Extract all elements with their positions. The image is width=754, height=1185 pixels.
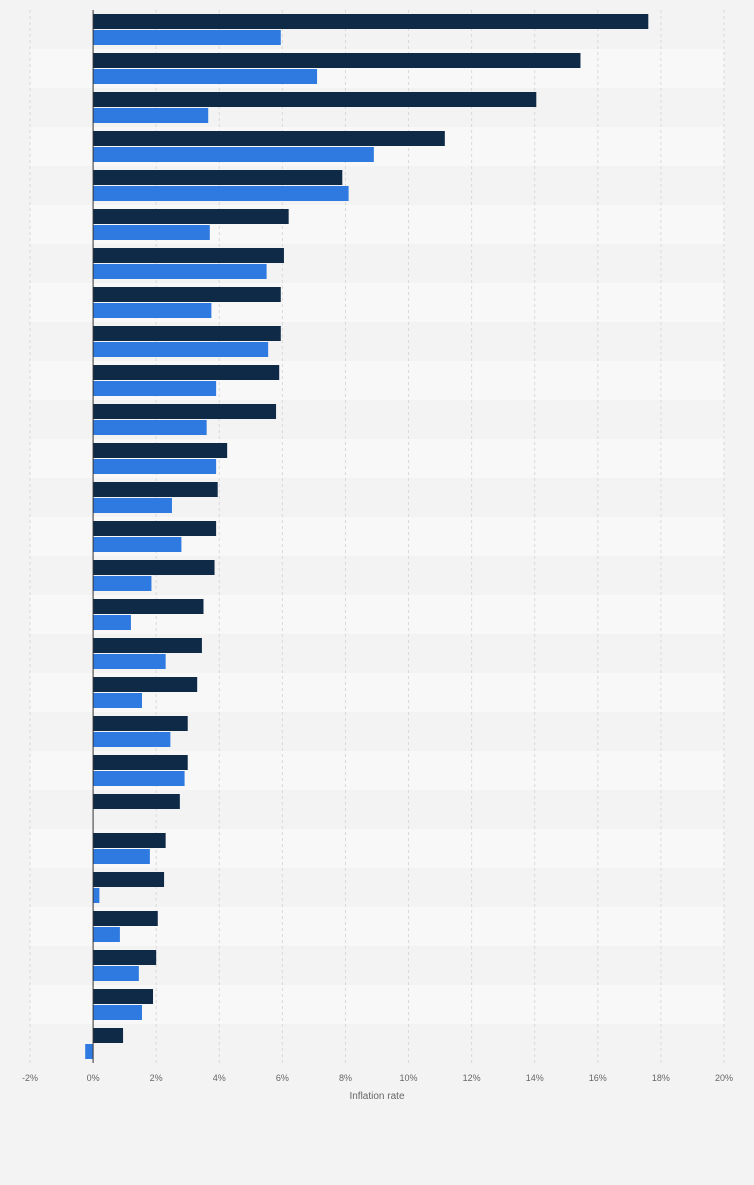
x-tick-label: 18% <box>652 1073 670 1083</box>
x-tick-label: 10% <box>400 1073 418 1083</box>
x-tick-label: 20% <box>715 1073 733 1083</box>
bar-series-1[interactable] <box>93 53 581 68</box>
bar-series-1[interactable] <box>93 14 649 29</box>
bar-series-2[interactable] <box>93 342 269 357</box>
bar-series-2[interactable] <box>93 927 120 942</box>
bar-series-2[interactable] <box>93 147 374 162</box>
bar-series-2[interactable] <box>93 537 182 552</box>
gridlines <box>29 10 725 1063</box>
bar-series-1[interactable] <box>93 716 188 731</box>
bar-series-1[interactable] <box>93 248 284 263</box>
x-tick-label: -2% <box>22 1073 38 1083</box>
bar-series-1[interactable] <box>93 365 280 380</box>
bar-series-1[interactable] <box>93 404 277 419</box>
bar-series-2[interactable] <box>93 966 139 981</box>
bar-series-2[interactable] <box>93 576 152 591</box>
bar-series-1[interactable] <box>93 92 537 107</box>
bar-series-1[interactable] <box>93 560 215 575</box>
bar-series-2[interactable] <box>93 615 131 630</box>
bar-series-1[interactable] <box>93 950 157 965</box>
bar-series-1[interactable] <box>93 326 281 341</box>
bar-series-1[interactable] <box>93 599 204 614</box>
x-axis-title: Inflation rate <box>349 1091 404 1102</box>
bar-series-1[interactable] <box>93 872 165 887</box>
bar-series-2[interactable] <box>93 381 217 396</box>
bar-series-1[interactable] <box>93 989 154 1004</box>
bar-series-1[interactable] <box>93 638 202 653</box>
x-tick-label: 6% <box>276 1073 289 1083</box>
bar-series-2[interactable] <box>93 69 318 84</box>
bar-series-2[interactable] <box>93 1005 142 1020</box>
bar-series-2[interactable] <box>93 888 100 903</box>
x-axis: -2% 0% 2% 4% 6% 8% 10% 12% 14% 16% 18% 20% <box>22 10 733 1083</box>
bar-series-2[interactable] <box>93 771 185 786</box>
bar-series-1[interactable] <box>93 677 198 692</box>
x-tick-label: 4% <box>213 1073 226 1083</box>
bar-series-1[interactable] <box>93 1028 124 1043</box>
bar-series-1[interactable] <box>93 911 158 926</box>
x-tick-label: 14% <box>526 1073 544 1083</box>
x-tick-label: 8% <box>339 1073 352 1083</box>
x-tick-label: 12% <box>463 1073 481 1083</box>
row-band <box>30 1024 724 1063</box>
bar-series-1[interactable] <box>93 170 343 185</box>
bar-series-2[interactable] <box>93 108 209 123</box>
bar-series-1[interactable] <box>93 794 180 809</box>
bar-series-2[interactable] <box>93 303 212 318</box>
x-tick-label: 2% <box>150 1073 163 1083</box>
x-tick-label: 0% <box>87 1073 100 1083</box>
bar-series-2[interactable] <box>93 654 166 669</box>
row-bands <box>30 10 724 1063</box>
bar-series-1[interactable] <box>93 443 228 458</box>
x-tick-label: 16% <box>589 1073 607 1083</box>
bar-series-2[interactable] <box>93 264 267 279</box>
bars <box>85 14 649 1059</box>
bar-series-1[interactable] <box>93 755 188 770</box>
bar-series-2[interactable] <box>93 225 210 240</box>
bar-series-2[interactable] <box>93 459 217 474</box>
bar-series-1[interactable] <box>93 287 281 302</box>
bar-series-1[interactable] <box>93 209 289 224</box>
bar-series-1[interactable] <box>93 521 217 536</box>
bar-series-2[interactable] <box>85 1044 94 1059</box>
bar-series-1[interactable] <box>93 833 166 848</box>
bar-series-1[interactable] <box>93 131 445 146</box>
bar-series-2[interactable] <box>93 849 150 864</box>
bar-series-1[interactable] <box>93 482 218 497</box>
bar-series-2[interactable] <box>93 693 142 708</box>
bar-series-2[interactable] <box>93 186 349 201</box>
bar-series-2[interactable] <box>93 732 171 747</box>
bar-series-2[interactable] <box>93 420 207 435</box>
bar-series-2[interactable] <box>93 498 172 513</box>
bar-series-2[interactable] <box>93 30 281 45</box>
